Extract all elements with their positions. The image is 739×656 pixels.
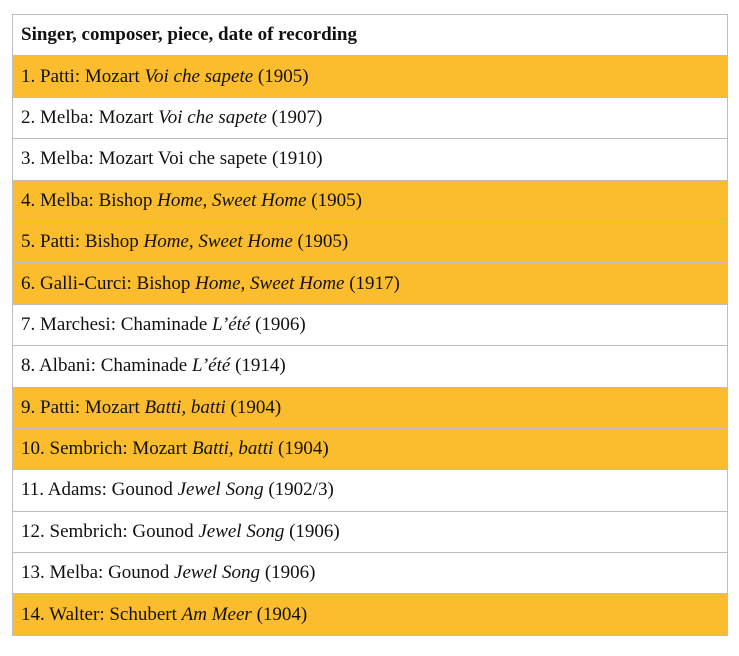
recording-cell: 9. Patti: Mozart Batti, batti (1904) xyxy=(12,386,728,429)
table-row: 2. Melba: Mozart Voi che sapete (1907) xyxy=(12,96,728,140)
piece-title: Home, Sweet Home xyxy=(157,189,307,211)
recording-prefix: 5. Patti: Bishop xyxy=(21,231,144,253)
table-row: 4. Melba: Bishop Home, Sweet Home (1905) xyxy=(12,179,728,222)
recording-date: (1917) xyxy=(344,272,400,294)
recording-date: (1904) xyxy=(225,396,282,418)
recording-cell: 1. Patti: Mozart Voi che sapete (1905) xyxy=(12,55,728,98)
header-row: Singer, composer, piece, date of recordi… xyxy=(12,13,728,57)
piece-title: Home, Sweet Home xyxy=(143,231,293,253)
piece-title: Batti, batti xyxy=(144,396,226,418)
recording-prefix: 10. Sembrich: Mozart xyxy=(21,438,192,460)
recording-date: (1906) xyxy=(284,520,340,542)
recording-prefix: 6. Galli-Curci: Bishop xyxy=(21,272,196,294)
recording-date: (1902/3) xyxy=(263,479,334,501)
recording-prefix: 7. Marchesi: Chaminade xyxy=(21,313,213,335)
header-cell: Singer, composer, piece, date of recordi… xyxy=(12,13,728,57)
piece-title: Batti, batti xyxy=(191,438,274,460)
table-row: 12. Sembrich: Gounod Jewel Song (1906) xyxy=(12,510,728,554)
recording-date: (1905) xyxy=(292,231,349,253)
recording-date: (1906) xyxy=(250,313,306,335)
table-row: 8. Albani: Chaminade L’été (1914) xyxy=(12,345,728,388)
piece-title: Voi che sapete xyxy=(144,65,254,87)
recording-prefix: 2. Melba: Mozart xyxy=(21,106,159,128)
recording-cell: 10. Sembrich: Mozart Batti, batti (1904) xyxy=(12,427,728,471)
recording-date: (1905) xyxy=(253,65,309,87)
table-row: 13. Melba: Gounod Jewel Song (1906) xyxy=(12,552,728,595)
recording-cell: 7. Marchesi: Chaminade L’été (1906) xyxy=(12,303,728,347)
recording-cell: 4. Melba: Bishop Home, Sweet Home (1905) xyxy=(12,179,728,222)
recording-cell: 3. Melba: Mozart Voi che sapete (1910) xyxy=(12,138,728,181)
recording-prefix: 8. Albani: Chaminade xyxy=(21,355,192,377)
piece-title: Jewel Song xyxy=(198,520,285,542)
table-row: 3. Melba: Mozart Voi che sapete (1910) xyxy=(12,138,728,181)
recording-cell: 6. Galli-Curci: Bishop Home, Sweet Home … xyxy=(12,262,728,305)
recording-prefix: 9. Patti: Mozart xyxy=(21,396,145,418)
recording-cell: 12. Sembrich: Gounod Jewel Song (1906) xyxy=(12,510,728,554)
piece-title: Jewel Song xyxy=(177,479,264,501)
recording-prefix: 1. Patti: Mozart xyxy=(21,65,145,87)
recording-prefix: 4. Melba: Bishop xyxy=(21,189,158,211)
recording-cell: 11. Adams: Gounod Jewel Song (1902/3) xyxy=(12,469,728,512)
recording-date: (1904) xyxy=(273,438,329,460)
table-row: 5. Patti: Bishop Home, Sweet Home (1905) xyxy=(12,220,728,264)
recording-cell: 14. Walter: Schubert Am Meer (1904) xyxy=(12,593,728,636)
recording-prefix: 11. Adams: Gounod xyxy=(21,479,178,501)
table-row: 7. Marchesi: Chaminade L’été (1906) xyxy=(12,303,728,347)
recording-prefix: 3. Melba: Mozart Voi che sapete (1910) xyxy=(21,148,323,170)
recording-date: (1904) xyxy=(251,603,308,625)
recording-date: (1905) xyxy=(306,189,362,211)
piece-title: L’été xyxy=(191,355,231,377)
table-row: 14. Walter: Schubert Am Meer (1904) xyxy=(12,593,728,636)
recording-prefix: 14. Walter: Schubert xyxy=(21,603,182,625)
recording-prefix: 13. Melba: Gounod xyxy=(21,562,175,584)
table-row: 11. Adams: Gounod Jewel Song (1902/3) xyxy=(12,469,728,512)
piece-title: L’été xyxy=(212,313,251,335)
table-row: 1. Patti: Mozart Voi che sapete (1905) xyxy=(12,55,728,98)
recordings-table: Singer, composer, piece, date of recordi… xyxy=(12,13,728,636)
table-row: 9. Patti: Mozart Batti, batti (1904) xyxy=(12,386,728,429)
table-row: 10. Sembrich: Mozart Batti, batti (1904) xyxy=(12,427,728,471)
table-row: 6. Galli-Curci: Bishop Home, Sweet Home … xyxy=(12,262,728,305)
recording-date: (1914) xyxy=(230,355,286,377)
recording-date: (1907) xyxy=(266,106,323,128)
piece-title: Jewel Song xyxy=(174,562,261,584)
recording-prefix: 12. Sembrich: Gounod xyxy=(21,520,199,542)
recording-date: (1906) xyxy=(260,562,316,584)
recording-cell: 8. Albani: Chaminade L’été (1914) xyxy=(12,345,728,388)
piece-title: Home, Sweet Home xyxy=(195,272,345,294)
piece-title: Voi che sapete xyxy=(158,106,267,128)
piece-title: Am Meer xyxy=(181,603,252,625)
recording-cell: 2. Melba: Mozart Voi che sapete (1907) xyxy=(12,96,728,140)
recording-cell: 5. Patti: Bishop Home, Sweet Home (1905) xyxy=(12,220,728,264)
recording-cell: 13. Melba: Gounod Jewel Song (1906) xyxy=(12,552,728,595)
